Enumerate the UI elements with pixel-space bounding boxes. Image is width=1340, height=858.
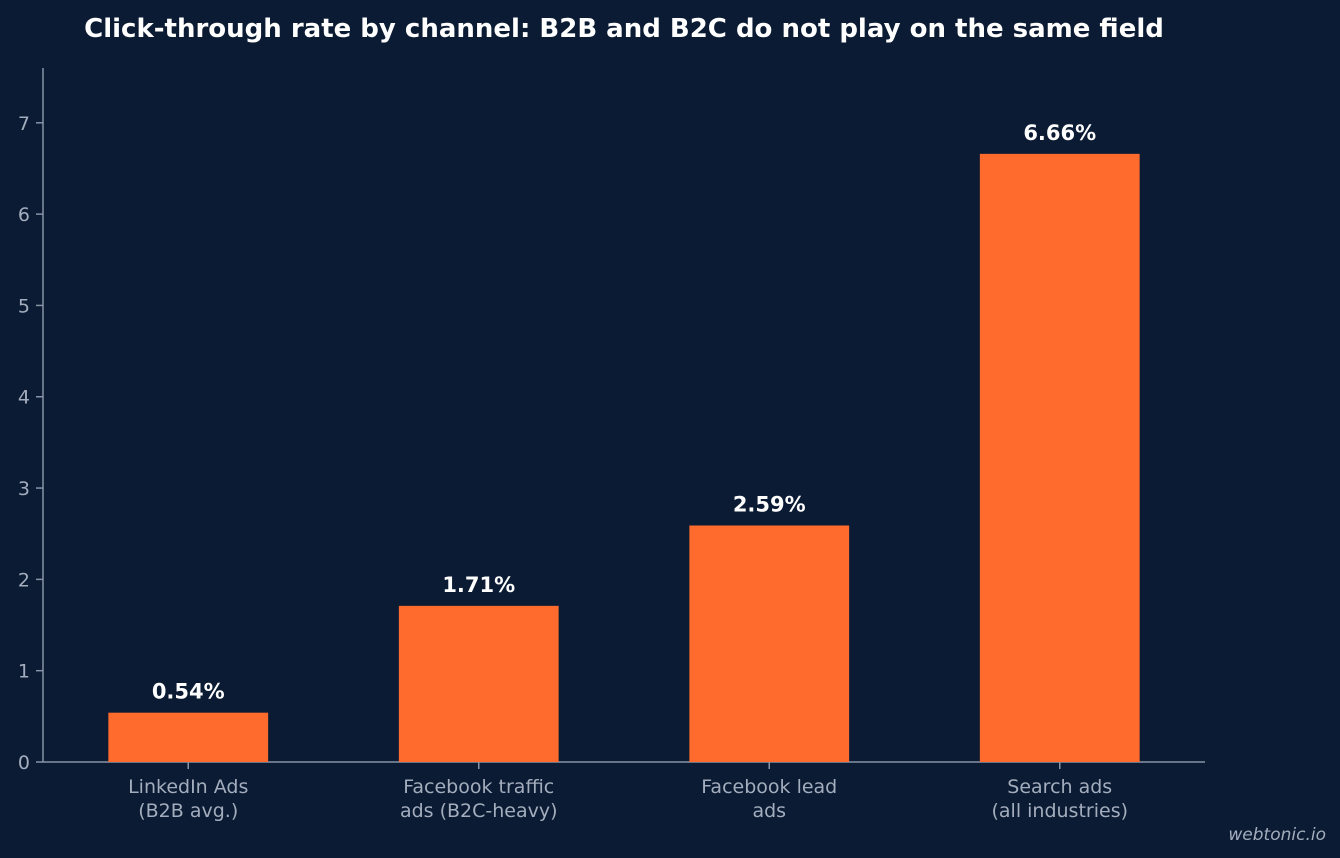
y-tick-label: 5 bbox=[18, 295, 30, 317]
x-tick-label: (B2B avg.) bbox=[138, 800, 238, 822]
y-tick-label: 0 bbox=[18, 752, 30, 774]
x-tick-label: Facebook lead bbox=[701, 776, 837, 798]
y-tick-label: 4 bbox=[18, 387, 30, 409]
x-tick-label: Search ads bbox=[1007, 776, 1112, 798]
y-axis-ticks: 0 1 2 3 4 5 6 7 bbox=[18, 113, 43, 774]
y-tick-label: 3 bbox=[18, 478, 30, 500]
bar bbox=[108, 712, 269, 762]
y-tick-label: 2 bbox=[18, 569, 30, 591]
bar-value-label: 1.71% bbox=[442, 573, 515, 597]
y-tick-label: 6 bbox=[18, 204, 30, 226]
bar-value-label: 0.54% bbox=[152, 680, 225, 704]
x-tick-label: (all industries) bbox=[991, 800, 1128, 822]
x-tick-label: ads (B2C-heavy) bbox=[400, 800, 558, 822]
x-tick-label: Facebook traffic bbox=[403, 776, 554, 798]
y-tick-label: 7 bbox=[18, 113, 30, 135]
x-tick-label: ads bbox=[752, 800, 786, 822]
bar bbox=[689, 525, 850, 762]
bars bbox=[108, 153, 1140, 762]
x-tick-label: LinkedIn Ads bbox=[128, 776, 248, 798]
watermark: webtonic.io bbox=[1228, 825, 1326, 845]
bar bbox=[979, 153, 1140, 762]
bar-value-label: 2.59% bbox=[733, 492, 806, 516]
bar-value-label: 6.66% bbox=[1023, 121, 1096, 145]
chart-title: Click-through rate by channel: B2B and B… bbox=[84, 14, 1164, 44]
value-labels: 0.54% 1.71% 2.59% 6.66% bbox=[152, 121, 1096, 704]
bar bbox=[398, 605, 559, 762]
x-axis-ticks: LinkedIn Ads(B2B avg.)Facebook trafficad… bbox=[128, 762, 1128, 822]
y-tick-label: 1 bbox=[18, 661, 30, 683]
